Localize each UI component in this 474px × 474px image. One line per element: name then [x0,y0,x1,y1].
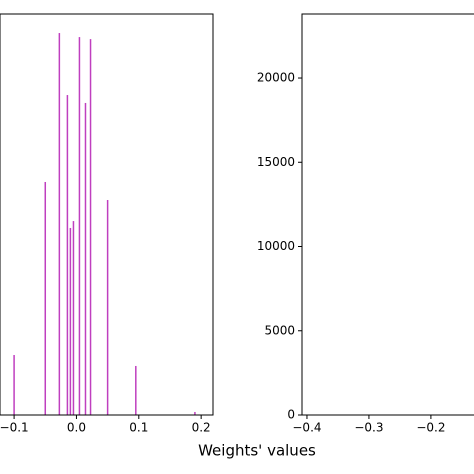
bar [72,221,75,415]
y-tick-label: 20000 [257,71,295,85]
x-tick-label: −0.1 [0,421,29,435]
bar [135,365,137,415]
bar [13,355,15,415]
x-tick-label: 0.1 [129,421,148,435]
bar [194,411,196,415]
bar [78,37,81,416]
y-tick-label: 0 [287,408,295,422]
x-tick-label: −0.3 [354,421,383,435]
y-tick-label: 5000 [264,323,295,337]
bar [84,102,87,416]
bar [44,181,47,415]
bar [106,200,109,415]
y-tick-label: 15000 [257,155,295,169]
x-tick-label: 0.0 [67,421,86,435]
bar [89,39,92,416]
axes-frame [301,13,474,416]
bar [66,95,69,416]
bar [69,227,72,415]
x-axis-label: Weights' values [198,442,316,460]
axes-frame [0,13,214,416]
x-tick-label: 0.2 [192,421,211,435]
x-tick-label: −0.2 [416,421,445,435]
bar [58,33,61,416]
y-tick-label: 10000 [257,239,295,253]
x-tick-label: −0.4 [292,421,321,435]
